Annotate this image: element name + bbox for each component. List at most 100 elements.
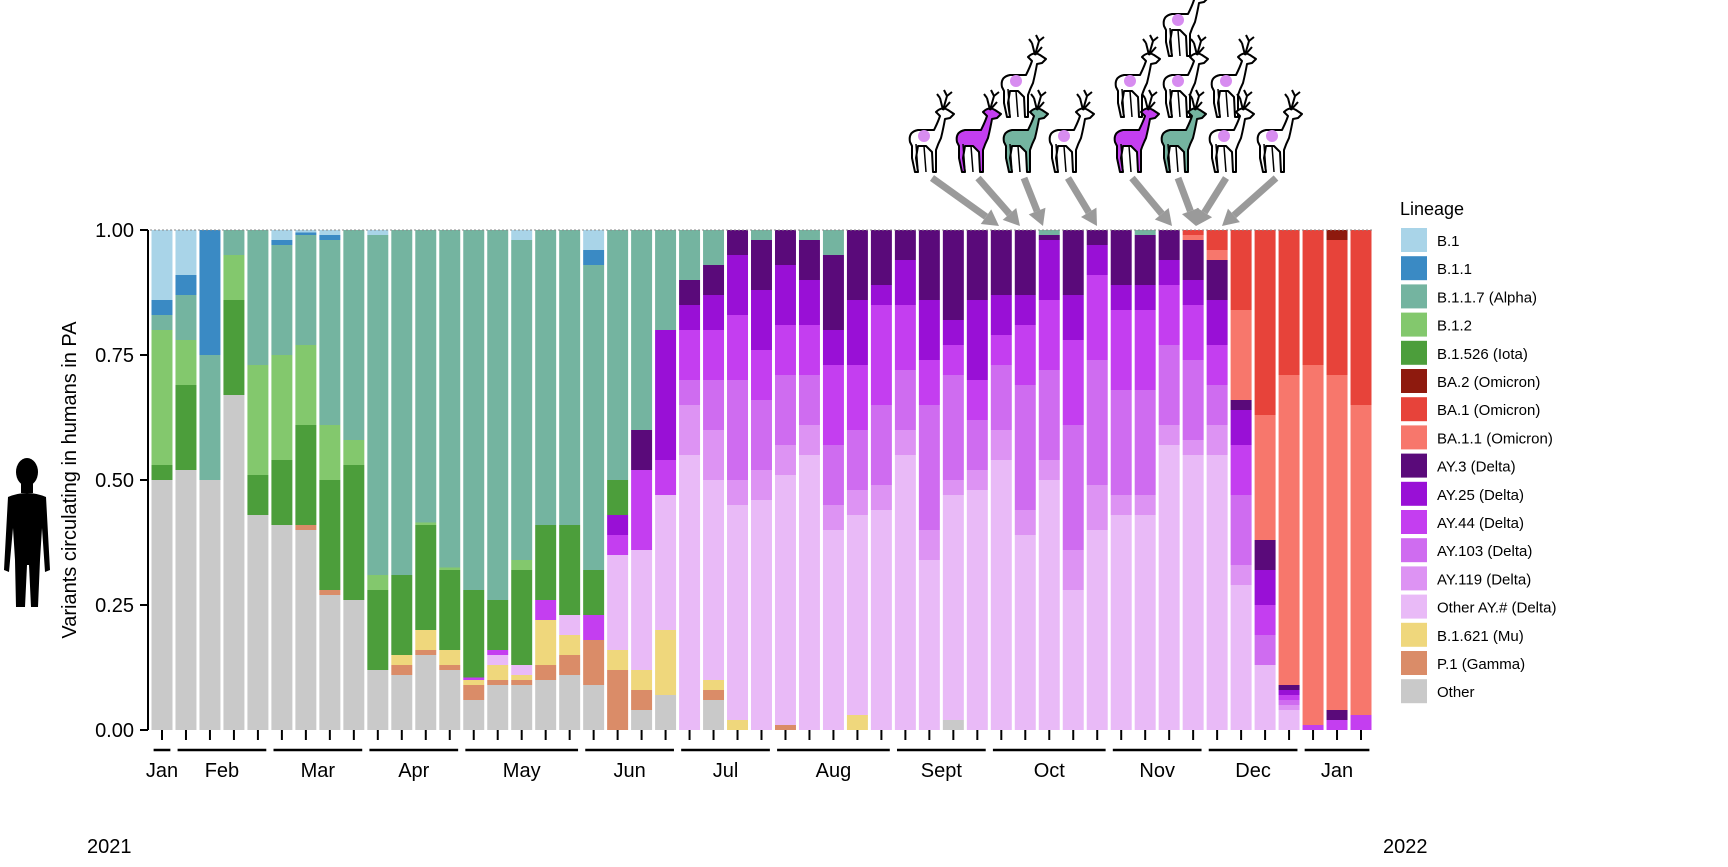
deer-icon [1208, 89, 1255, 173]
bar-segment [583, 640, 605, 685]
bar-segment [774, 230, 796, 265]
bar-43 [1182, 230, 1204, 730]
bar-8 [343, 230, 365, 730]
legend: Lineage B.1 B.1.1 B.1.1.7 (Alpha) B.1.2 B.1.… [1400, 199, 1557, 704]
bar-segment [822, 330, 844, 365]
bar-segment [1326, 375, 1348, 710]
bar-segment [295, 235, 317, 345]
bar-segment [870, 285, 892, 305]
bar-segment [1182, 240, 1204, 280]
bar-segment [942, 720, 964, 730]
bar-segment [1326, 240, 1348, 375]
deer-arrow-head [1028, 207, 1046, 226]
bar-segment [511, 675, 533, 680]
bar-segment [1278, 710, 1300, 730]
bar-segment [822, 230, 844, 255]
bar-segment [1110, 310, 1132, 390]
bar-segment [151, 330, 173, 465]
deer-samples [908, 0, 1303, 173]
bar-22 [679, 230, 701, 730]
bar-segment [1062, 550, 1084, 590]
bar-segment [271, 245, 293, 355]
bar-segment [1350, 230, 1372, 405]
bar-segment [439, 570, 461, 650]
bar-segment [966, 300, 988, 380]
bar-49 [1326, 230, 1348, 730]
month-label: Nov [1139, 760, 1175, 782]
bar-segment [1278, 230, 1300, 375]
bar-segment [918, 560, 940, 730]
bar-segment [774, 375, 796, 445]
bar-segment [751, 230, 772, 240]
deer-icon [1002, 89, 1049, 173]
deer-arrow [929, 175, 989, 220]
legend-label: AY.44 (Delta) [1437, 515, 1524, 532]
legend-label: AY.119 (Delta) [1437, 571, 1531, 588]
bar-segment [1014, 535, 1036, 730]
bar-segment [990, 365, 1012, 430]
bar-segment [1134, 230, 1156, 235]
bar-segment [367, 230, 389, 235]
deer-arrow-head [1181, 207, 1199, 226]
deer-arrow [975, 175, 1013, 217]
bar-segment [1134, 235, 1156, 285]
bar-segment [679, 380, 701, 405]
bar-segment [679, 305, 701, 330]
bar-segment [942, 480, 964, 495]
bar-14 [487, 230, 509, 730]
legend-swatch [1401, 284, 1427, 309]
bar-segment [679, 330, 701, 380]
month-label: Jan [146, 760, 178, 782]
bar-segment [966, 380, 988, 420]
bar-segment [1134, 390, 1156, 495]
bar-segment [1230, 445, 1252, 495]
legend-item: Other [1401, 679, 1475, 704]
bar-segment [199, 480, 221, 730]
bar-segment [439, 230, 461, 568]
bar-24 [727, 230, 749, 730]
bar-segment [1158, 230, 1180, 260]
bar-segment [1110, 230, 1132, 285]
bar-segment [463, 680, 485, 685]
month-label: Mar [301, 760, 336, 782]
bar-segment [703, 680, 725, 690]
bar-segment [1062, 230, 1084, 295]
bar-segment [559, 655, 581, 675]
bar-segment [463, 590, 485, 678]
bar-segment [1158, 285, 1180, 345]
bar-segment [655, 230, 677, 330]
legend-label: B.1.621 (Mu) [1437, 628, 1524, 645]
bar-segment [966, 470, 988, 490]
bar-segment [583, 250, 605, 265]
bar-segment [1038, 235, 1060, 240]
bar-segment [319, 235, 341, 240]
y-axis-title: Variants circulating in humans in PA [59, 321, 81, 639]
bar-segment [846, 430, 868, 490]
bar-segment [271, 525, 293, 730]
bar-segment [655, 460, 677, 495]
bar-segment [1206, 455, 1228, 730]
legend-title: Lineage [1400, 199, 1464, 219]
legend-label: Other [1437, 684, 1475, 701]
y-axis: 0.00 0.25 0.50 0.75 1.00 [95, 220, 149, 742]
bar-20 [631, 230, 653, 730]
bar-segment [1326, 720, 1348, 730]
deer-arrows [929, 175, 1279, 226]
bar-segment [223, 395, 245, 730]
bar-segment [415, 650, 437, 655]
bar-segment [918, 360, 940, 405]
bar-41 [1134, 230, 1156, 730]
legend-swatch [1401, 481, 1427, 506]
bar-segment [487, 655, 509, 665]
bar-segment [1134, 310, 1156, 390]
bar-segment [727, 720, 749, 730]
bar-segment [798, 455, 820, 730]
bar-segment [247, 230, 269, 365]
deer-arrow-head [1081, 207, 1097, 226]
bar-segment [1206, 345, 1228, 385]
bar-segment [679, 230, 701, 280]
bar-36 [1014, 230, 1036, 730]
bar-segment [343, 230, 365, 440]
legend-swatch [1401, 369, 1427, 393]
bar-segment [463, 230, 485, 590]
